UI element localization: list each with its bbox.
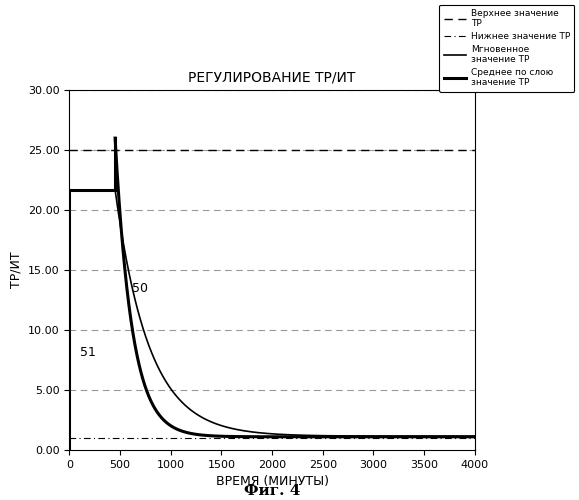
Text: 51: 51 [80,346,96,360]
Legend: Верхнее значение
ТР, Нижнее значение ТР, Мгновенное
значение ТР, Среднее по слою: Верхнее значение ТР, Нижнее значение ТР,… [439,4,574,92]
Text: 50: 50 [132,282,148,294]
Y-axis label: ТР/ИТ: ТР/ИТ [9,252,23,288]
Title: РЕГУЛИРОВАНИЕ ТР/ИТ: РЕГУЛИРОВАНИЕ ТР/ИТ [188,70,356,85]
X-axis label: ВРЕМЯ (МИНУТЫ): ВРЕМЯ (МИНУТЫ) [215,476,329,488]
Text: Фиг. 4: Фиг. 4 [244,484,301,498]
